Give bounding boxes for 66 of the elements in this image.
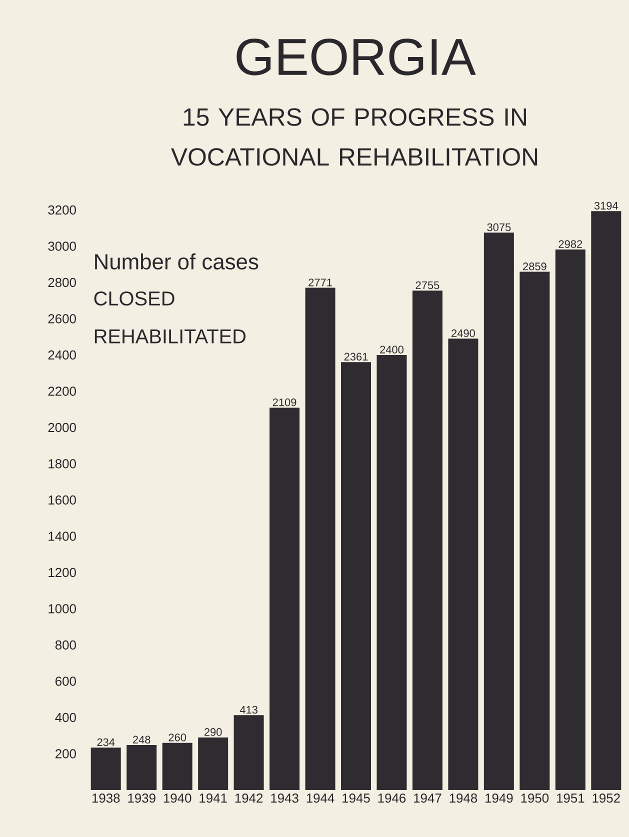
x-tick-label: 1947 [414,794,442,803]
y-tick-label: 200 [56,749,76,758]
x-tick-label: 1942 [235,794,263,803]
y-tick-label: 2200 [48,386,76,396]
x-tick-label: 1952 [592,794,620,803]
bar [448,338,478,790]
bar [126,745,157,790]
bar [591,211,622,790]
chart-title: GEORGIA [236,38,476,76]
bar [412,290,442,790]
annotation: Number of cases [95,253,258,270]
y-tick-label: 3000 [48,242,76,251]
bar [555,250,586,790]
bar [341,362,372,790]
bar [376,354,407,790]
x-tick-label: 1940 [164,794,192,803]
x-tick-label: 1941 [200,794,227,803]
x-tick-label: 1939 [128,794,156,803]
y-tick-label: 1600 [48,495,76,505]
data-label: 2755 [416,281,440,290]
x-tick-label: 1949 [486,794,513,803]
annotation: CLOSED [94,291,174,306]
y-tick-label: 1800 [48,459,76,468]
data-label: 2771 [308,278,332,286]
data-label: 2490 [452,329,475,338]
x-tick-label: 1943 [271,794,298,803]
bar [162,742,192,790]
y-tick-label: 1000 [48,604,76,614]
data-label: 3075 [487,223,511,232]
y-tick-label: 800 [55,640,76,650]
data-label: 2859 [523,262,546,270]
y-tick-label: 1200 [48,568,76,578]
bar [484,232,514,790]
data-label: 3194 [594,202,618,210]
data-label: 2400 [380,346,404,354]
bar [90,748,121,790]
chart-subtitle: 15 YEARS OF PROGRESS IN VOCATIONAL REHABILITATION [171,108,538,166]
y-tick-label: 400 [55,712,76,722]
bar [270,408,300,790]
x-tick-label: 1946 [378,794,406,803]
y-tick-label: 2400 [48,350,76,360]
y-tick-label: 2600 [48,314,76,324]
y-tick-label: 3200 [48,205,76,215]
bar [198,737,228,790]
bar [520,272,550,790]
data-label: 248 [133,736,150,744]
bar [305,288,336,790]
data-label: 413 [240,706,258,714]
y-tick-label: 600 [56,676,76,686]
data-label: 290 [204,728,222,736]
y-tick-label: 2800 [48,278,76,288]
y-tick-label: 2000 [48,422,76,432]
x-tick-label: 1948 [450,794,478,803]
data-label: 234 [97,738,115,746]
data-label: 2109 [272,398,296,406]
x-tick-label: 1938 [92,794,120,803]
bar [234,715,264,790]
y-tick-label: 1400 [48,532,76,541]
data-label: 260 [168,734,186,742]
annotation: REHABILITATED [94,330,246,344]
data-label: 2982 [558,240,582,248]
x-tick-label: 1945 [342,794,370,803]
data-label: 2361 [344,352,368,361]
x-tick-label: 1950 [521,794,549,803]
x-tick-label: 1944 [306,794,334,803]
x-tick-label: 1951 [556,794,584,803]
